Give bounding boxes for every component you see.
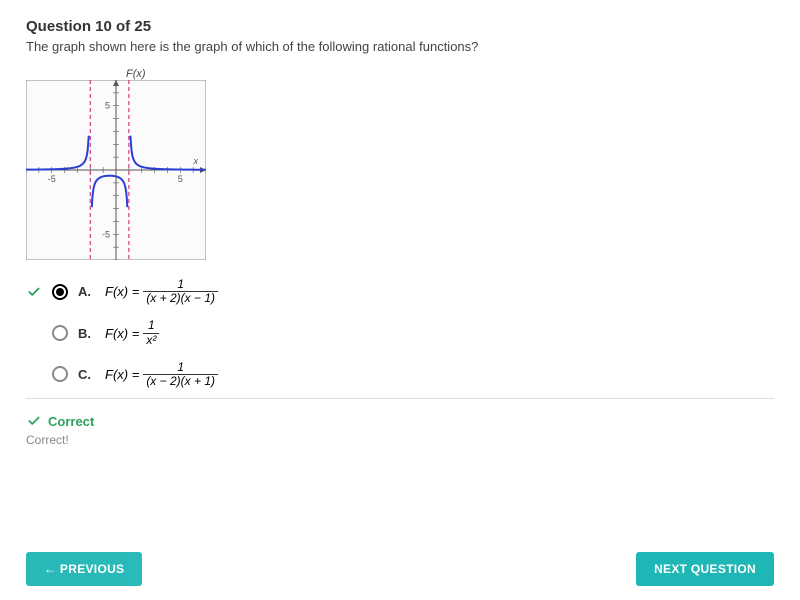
option-key: A. [78, 284, 91, 299]
radio-icon[interactable] [52, 284, 68, 300]
option-formula: F(x) =1(x − 2)(x + 1) [105, 361, 218, 388]
check-icon [26, 325, 42, 341]
svg-text:5: 5 [105, 101, 110, 111]
graph-fx-label: F(x) [126, 68, 774, 80]
quiz-page: Question 10 of 25 The graph shown here i… [0, 0, 800, 600]
radio-icon[interactable] [52, 325, 68, 341]
feedback-title-text: Correct [48, 414, 94, 429]
check-icon [26, 366, 42, 382]
answer-option[interactable]: B. F(x) =1x² [26, 319, 774, 346]
svg-text:5: 5 [178, 174, 183, 184]
option-formula: F(x) =1x² [105, 319, 159, 346]
option-formula: F(x) =1(x + 2)(x − 1) [105, 278, 218, 305]
radio-icon[interactable] [52, 366, 68, 382]
option-key: B. [78, 326, 91, 341]
svg-text:x: x [193, 156, 199, 166]
graph-container: F(x) -55-55x [26, 68, 774, 260]
next-button[interactable]: NEXT QUESTION [636, 552, 774, 586]
option-key: C. [78, 367, 91, 382]
answer-option[interactable]: C. F(x) =1(x − 2)(x + 1) [26, 361, 774, 388]
answer-option[interactable]: A. F(x) =1(x + 2)(x − 1) [26, 278, 774, 305]
question-prompt: The graph shown here is the graph of whi… [26, 39, 586, 54]
nav-bar: ← PREVIOUS NEXT QUESTION [26, 552, 774, 586]
function-graph: -55-55x [26, 80, 206, 260]
feedback-title: Correct [26, 413, 774, 429]
svg-text:-5: -5 [102, 229, 110, 239]
svg-text:-5: -5 [48, 174, 56, 184]
check-icon [26, 284, 42, 300]
previous-button[interactable]: ← PREVIOUS [26, 552, 142, 586]
feedback-block: Correct Correct! [26, 413, 774, 447]
feedback-subtext: Correct! [26, 433, 774, 447]
check-icon [26, 413, 42, 429]
question-header: Question 10 of 25 [26, 18, 774, 35]
answer-list: A. F(x) =1(x + 2)(x − 1) B. F(x) =1x² C. F(x)… [26, 278, 774, 399]
